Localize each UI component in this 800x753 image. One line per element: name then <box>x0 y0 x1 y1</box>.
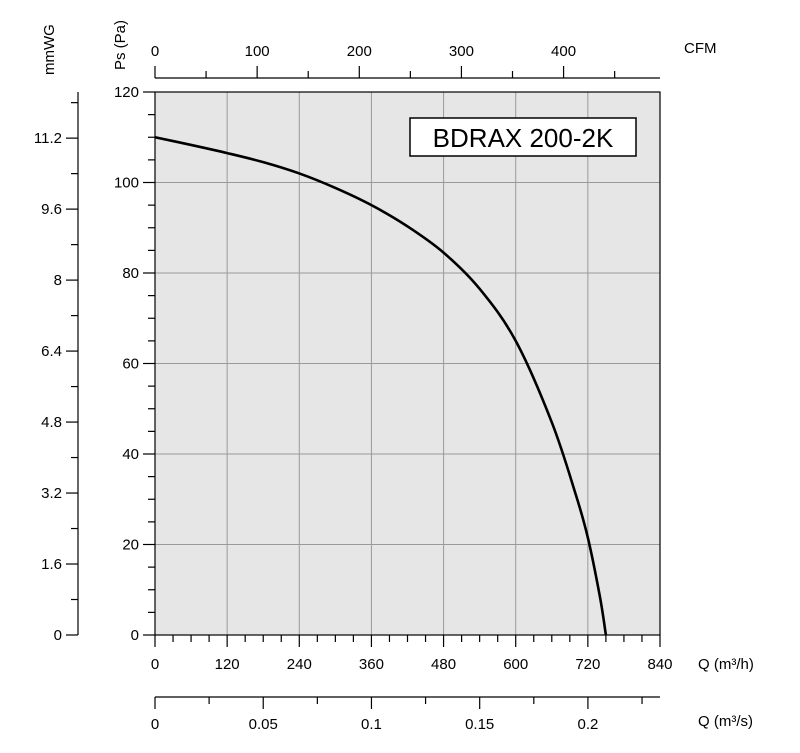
mmwg-axis-title: mmWG <box>41 24 58 75</box>
pa-axis-tick-label: 0 <box>131 627 139 644</box>
bottom-axis-tick-label: 240 <box>287 656 312 673</box>
bottom-axis-tick-label: 840 <box>647 656 672 673</box>
bottom-axis-tick-label: 600 <box>503 656 528 673</box>
cfm-axis-tick-label: 100 <box>245 43 270 60</box>
bottom-axis-tick-label: 480 <box>431 656 456 673</box>
pa-axis-tick-label: 20 <box>122 537 139 554</box>
bottom-axis-title: Q (m³/h) <box>698 656 754 673</box>
m3s-axis-tick-label: 0.1 <box>361 716 382 733</box>
mmwg-axis-tick-label: 11.2 <box>34 130 62 147</box>
pa-axis-tick-label: 60 <box>122 356 139 373</box>
bottom-axis-tick-label: 360 <box>359 656 384 673</box>
pa-axis-title: Ps (Pa) <box>112 20 129 70</box>
m3s-axis-tick-label: 0.15 <box>465 716 494 733</box>
top-axis-title: CFM <box>684 40 717 57</box>
bottom-axis-tick-label: 0 <box>151 656 159 673</box>
cfm-axis-tick-label: 200 <box>347 43 372 60</box>
mmwg-axis-tick-label: 1.6 <box>41 556 62 573</box>
mmwg-axis-tick-label: 9.6 <box>41 201 62 218</box>
pa-axis-tick-label: 80 <box>122 265 139 282</box>
fan-curve-line <box>154 135 608 636</box>
cfm-axis-tick-label: 400 <box>551 43 576 60</box>
mmwg-axis-tick-label: 4.8 <box>41 414 62 431</box>
chart-title: BDRAX 200-2K <box>433 123 614 153</box>
cfm-axis-tick-label: 0 <box>151 43 159 60</box>
pa-axis-tick-label: 40 <box>122 446 139 463</box>
cfm-axis-tick-label: 300 <box>449 43 474 60</box>
m3s-axis-tick-label: 0.2 <box>577 716 598 733</box>
mmwg-axis-tick-label: 3.2 <box>41 485 62 502</box>
mmwg-axis-tick-label: 8 <box>54 272 62 289</box>
model-legend-box <box>409 117 637 157</box>
mmwg-axis-tick-label: 6.4 <box>41 343 62 360</box>
pa-axis-tick-label: 120 <box>114 84 139 101</box>
bottom-axis-tick-label: 720 <box>575 656 600 673</box>
m3s-axis-title: Q (m³/s) <box>698 713 753 730</box>
m3s-axis-tick-label: 0 <box>151 716 159 733</box>
bottom-axis-tick-label: 120 <box>215 656 240 673</box>
m3s-axis-tick-label: 0.05 <box>249 716 278 733</box>
model-legend: BDRAX 200-2K <box>409 117 637 157</box>
pa-axis-tick-label: 100 <box>114 175 139 192</box>
mmwg-axis-tick-label: 0 <box>54 627 62 644</box>
grid <box>155 92 660 635</box>
